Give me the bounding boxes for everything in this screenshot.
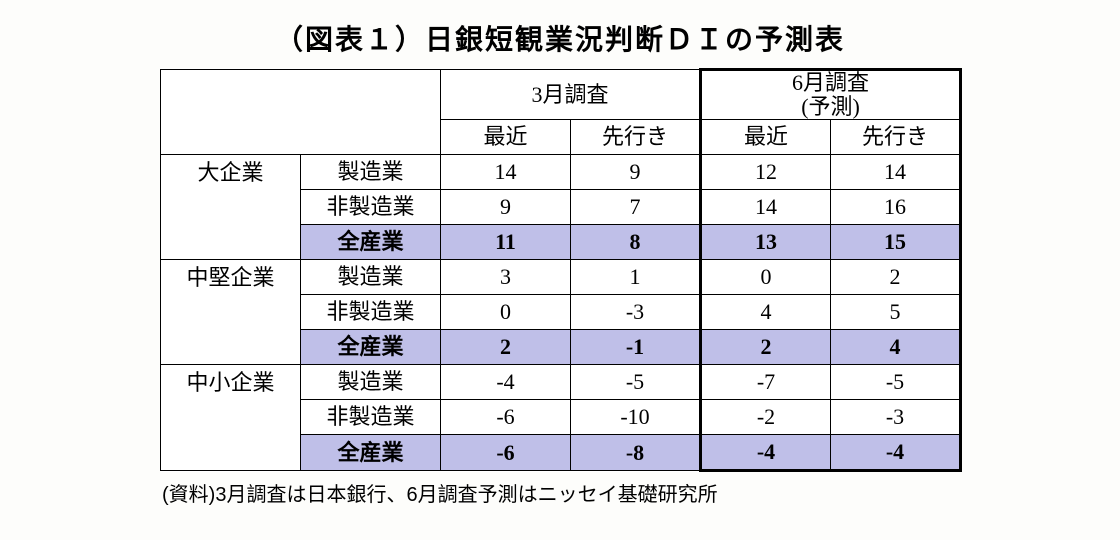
table-container: 3月調査 6月調査 (予測) 最近 先行き 最近 先行き 大企業 製造業 14 …	[160, 68, 960, 472]
table-title: （図表１）日銀短観業況判断ＤＩの予測表	[0, 18, 1120, 58]
category-small-cont	[161, 400, 301, 435]
cell: 14	[701, 190, 831, 225]
cell: -3	[831, 400, 961, 435]
sub-all: 全産業	[301, 330, 441, 365]
cell: -5	[831, 365, 961, 400]
category-small-end	[161, 435, 301, 471]
cell: -4	[441, 365, 571, 400]
category-medium-end	[161, 330, 301, 365]
table-row: 非製造業 0 -3 4 5	[161, 295, 961, 330]
table-row-total: 全産業 11 8 13 15	[161, 225, 961, 260]
cell: 7	[571, 190, 701, 225]
cell: 2	[701, 330, 831, 365]
page: （図表１）日銀短観業況判断ＤＩの予測表 3月調査 6月調査 (予測) 最近 先行…	[0, 0, 1120, 540]
sub-all: 全産業	[301, 225, 441, 260]
cell: -6	[441, 400, 571, 435]
category-small: 中小企業	[161, 365, 301, 400]
cell: 1	[571, 260, 701, 295]
sub-all: 全産業	[301, 435, 441, 471]
cell: -2	[701, 400, 831, 435]
cell: 8	[571, 225, 701, 260]
table-footnote: (資料)3月調査は日本銀行、6月調査予測はニッセイ基礎研究所	[158, 478, 962, 507]
table-row-total: 全産業 -6 -8 -4 -4	[161, 435, 961, 471]
cell: -4	[701, 435, 831, 471]
header-row-1: 3月調査 6月調査 (予測)	[161, 70, 961, 120]
cell: -5	[571, 365, 701, 400]
cell: 0	[701, 260, 831, 295]
sub-nonmfg: 非製造業	[301, 190, 441, 225]
cell: 4	[831, 330, 961, 365]
header-blank	[161, 70, 441, 155]
table-row: 中小企業 製造業 -4 -5 -7 -5	[161, 365, 961, 400]
cell: -4	[831, 435, 961, 471]
cell: -1	[571, 330, 701, 365]
cell: 12	[701, 155, 831, 190]
table-row: 非製造業 -6 -10 -2 -3	[161, 400, 961, 435]
di-forecast-table: 3月調査 6月調査 (予測) 最近 先行き 最近 先行き 大企業 製造業 14 …	[160, 68, 962, 472]
sub-nonmfg: 非製造業	[301, 295, 441, 330]
table-row-total: 全産業 2 -1 2 4	[161, 330, 961, 365]
sub-mfg: 製造業	[301, 260, 441, 295]
cell: -6	[441, 435, 571, 471]
table-row: 非製造業 9 7 14 16	[161, 190, 961, 225]
header-march-recent: 最近	[441, 120, 571, 155]
category-medium: 中堅企業	[161, 260, 301, 295]
table-row: 中堅企業 製造業 3 1 0 2	[161, 260, 961, 295]
cell: 15	[831, 225, 961, 260]
header-group-march: 3月調査	[441, 70, 701, 120]
cell: 9	[441, 190, 571, 225]
header-group-june-line1: 6月調査	[792, 70, 869, 95]
cell: 16	[831, 190, 961, 225]
cell: -7	[701, 365, 831, 400]
category-large-end	[161, 225, 301, 260]
cell: 4	[701, 295, 831, 330]
cell: -8	[571, 435, 701, 471]
cell: 2	[831, 260, 961, 295]
sub-nonmfg: 非製造業	[301, 400, 441, 435]
cell: 14	[441, 155, 571, 190]
category-large-cont	[161, 190, 301, 225]
header-march-future: 先行き	[571, 120, 701, 155]
cell: 3	[441, 260, 571, 295]
category-large: 大企業	[161, 155, 301, 190]
cell: 2	[441, 330, 571, 365]
header-group-june: 6月調査 (予測)	[701, 70, 961, 120]
table-row: 大企業 製造業 14 9 12 14	[161, 155, 961, 190]
cell: 13	[701, 225, 831, 260]
header-june-recent: 最近	[701, 120, 831, 155]
cell: -10	[571, 400, 701, 435]
cell: 11	[441, 225, 571, 260]
header-june-future: 先行き	[831, 120, 961, 155]
cell: -3	[571, 295, 701, 330]
cell: 14	[831, 155, 961, 190]
category-medium-cont	[161, 295, 301, 330]
cell: 9	[571, 155, 701, 190]
sub-mfg: 製造業	[301, 155, 441, 190]
cell: 5	[831, 295, 961, 330]
cell: 0	[441, 295, 571, 330]
sub-mfg: 製造業	[301, 365, 441, 400]
header-group-june-line2: (予測)	[801, 94, 860, 119]
